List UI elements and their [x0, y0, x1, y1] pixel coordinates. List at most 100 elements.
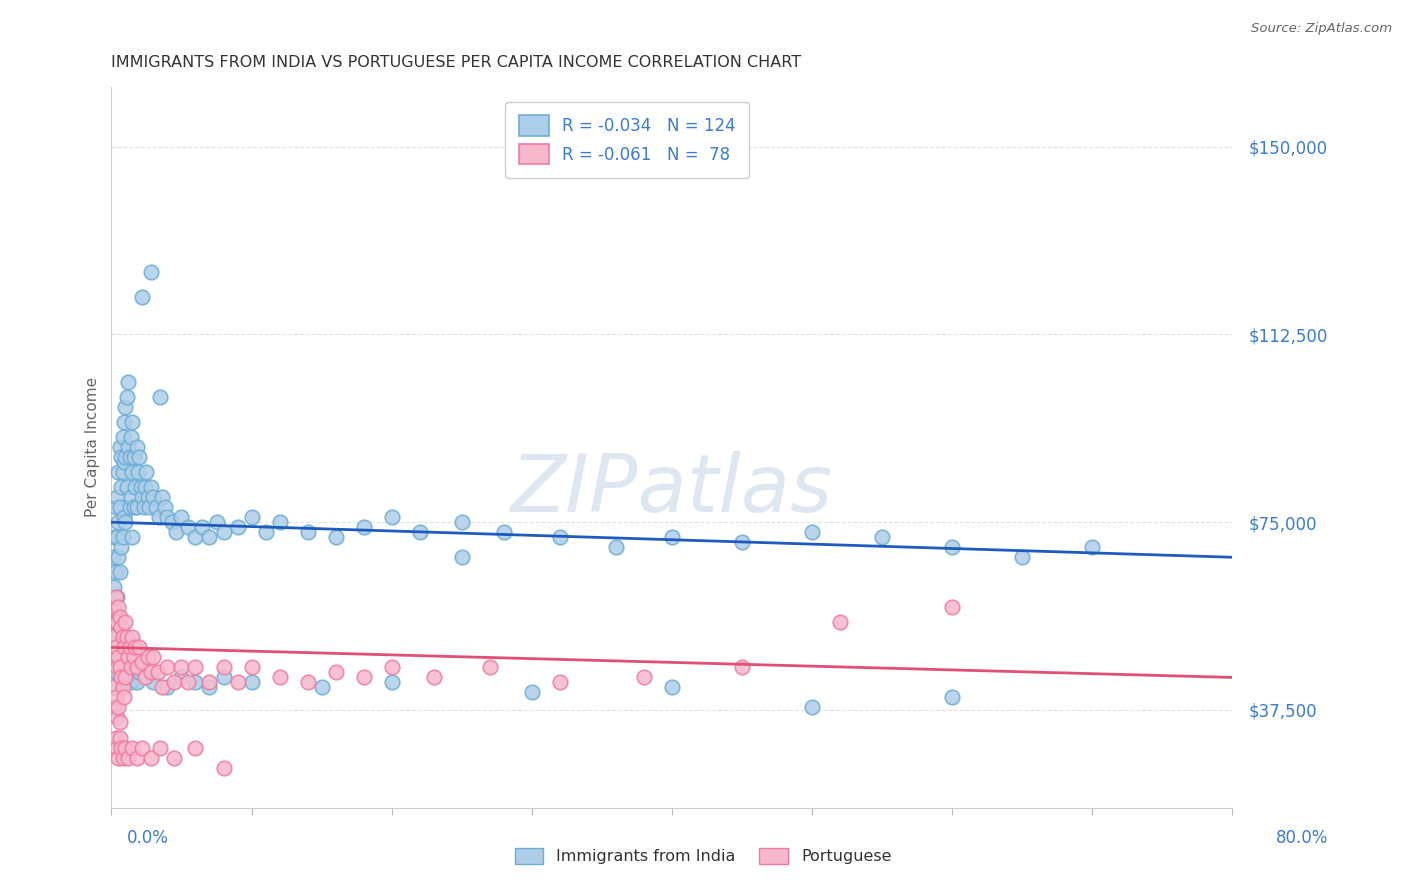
Point — [107, 700, 129, 714]
Point — [114, 740, 136, 755]
Point — [110, 670, 132, 684]
Point — [118, 450, 141, 464]
Point — [353, 670, 375, 684]
Point — [120, 675, 142, 690]
Point — [139, 265, 162, 279]
Point — [450, 550, 472, 565]
Point — [104, 640, 127, 655]
Point — [325, 530, 347, 544]
Point — [198, 530, 221, 544]
Point — [184, 740, 207, 755]
Point — [605, 541, 627, 555]
Point — [129, 480, 152, 494]
Point — [103, 700, 125, 714]
Point — [128, 665, 150, 680]
Point — [297, 525, 319, 540]
Point — [941, 541, 963, 555]
Point — [125, 660, 148, 674]
Point — [156, 510, 179, 524]
Point — [381, 675, 404, 690]
Point — [121, 740, 143, 755]
Point — [117, 650, 139, 665]
Point — [150, 490, 173, 504]
Point — [146, 665, 169, 680]
Point — [121, 415, 143, 429]
Point — [103, 530, 125, 544]
Point — [226, 675, 249, 690]
Point — [121, 530, 143, 544]
Point — [112, 690, 135, 705]
Point — [122, 450, 145, 464]
Point — [104, 591, 127, 605]
Point — [870, 530, 893, 544]
Legend: R = -0.034   N = 124, R = -0.061   N =  78: R = -0.034 N = 124, R = -0.061 N = 78 — [505, 102, 749, 178]
Point — [1011, 550, 1033, 565]
Point — [226, 520, 249, 534]
Point — [136, 490, 159, 504]
Point — [107, 750, 129, 764]
Text: IMMIGRANTS FROM INDIA VS PORTUGUESE PER CAPITA INCOME CORRELATION CHART: IMMIGRANTS FROM INDIA VS PORTUGUESE PER … — [111, 55, 801, 70]
Point — [145, 500, 167, 515]
Point — [125, 675, 148, 690]
Point — [105, 710, 128, 724]
Point — [103, 650, 125, 665]
Point — [104, 615, 127, 630]
Point — [105, 591, 128, 605]
Point — [120, 660, 142, 674]
Point — [131, 290, 153, 304]
Point — [114, 400, 136, 414]
Point — [112, 510, 135, 524]
Point — [240, 675, 263, 690]
Point — [212, 525, 235, 540]
Point — [101, 631, 124, 645]
Point — [101, 681, 124, 695]
Point — [170, 510, 193, 524]
Point — [170, 660, 193, 674]
Point — [105, 740, 128, 755]
Point — [177, 520, 200, 534]
Point — [115, 480, 138, 494]
Point — [107, 550, 129, 565]
Point — [633, 670, 655, 684]
Point — [240, 510, 263, 524]
Point — [108, 715, 131, 730]
Point — [135, 465, 157, 479]
Point — [125, 500, 148, 515]
Point — [198, 681, 221, 695]
Point — [112, 640, 135, 655]
Point — [111, 681, 134, 695]
Point — [105, 650, 128, 665]
Point — [104, 566, 127, 580]
Point — [122, 665, 145, 680]
Point — [128, 450, 150, 464]
Point — [184, 675, 207, 690]
Point — [103, 580, 125, 594]
Point — [111, 750, 134, 764]
Point — [492, 525, 515, 540]
Point — [297, 675, 319, 690]
Point — [117, 750, 139, 764]
Point — [108, 610, 131, 624]
Point — [184, 530, 207, 544]
Point — [269, 670, 291, 684]
Point — [124, 480, 146, 494]
Point — [110, 620, 132, 634]
Point — [117, 375, 139, 389]
Point — [107, 631, 129, 645]
Point — [135, 670, 157, 684]
Text: ZIPatlas: ZIPatlas — [510, 451, 832, 529]
Point — [520, 685, 543, 699]
Point — [104, 690, 127, 705]
Point — [136, 650, 159, 665]
Point — [121, 631, 143, 645]
Point — [149, 740, 172, 755]
Point — [212, 660, 235, 674]
Point — [941, 690, 963, 705]
Point — [117, 440, 139, 454]
Point — [127, 465, 149, 479]
Point — [111, 631, 134, 645]
Point — [114, 670, 136, 684]
Point — [177, 675, 200, 690]
Point — [105, 660, 128, 674]
Point — [163, 750, 186, 764]
